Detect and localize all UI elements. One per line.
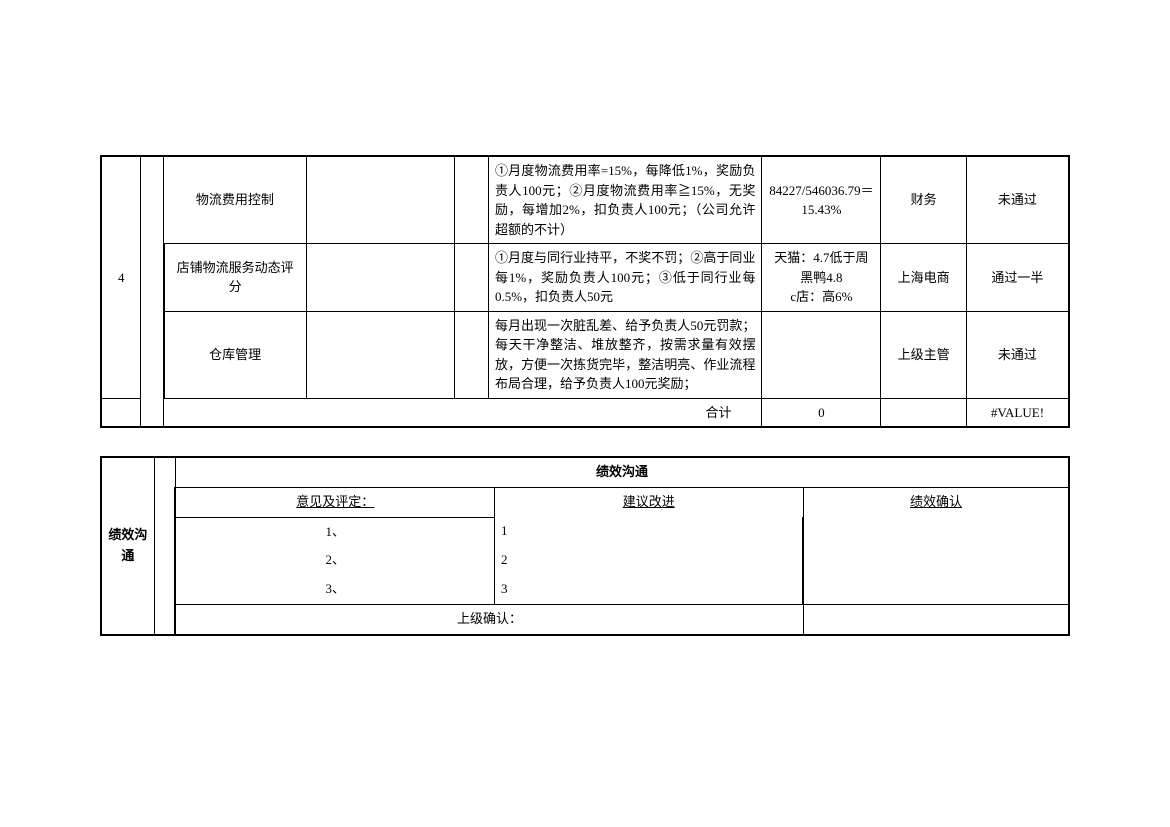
- empty-cell: [803, 604, 1069, 634]
- col-header: 建议改进: [495, 487, 803, 517]
- list-item: 2: [495, 546, 803, 575]
- department: 财务: [881, 156, 966, 244]
- section-header: 绩效沟通: [175, 457, 1069, 487]
- status: 通过一半: [966, 244, 1069, 312]
- list-item: 2、: [175, 546, 494, 575]
- confirm-label: 上级确认：: [175, 604, 803, 634]
- list-item: 1、: [175, 517, 494, 546]
- spacer: [154, 457, 175, 635]
- value: [762, 311, 881, 398]
- value: 84227/546036.79＝15.43%: [762, 156, 881, 244]
- item-name: 店铺物流服务动态评分: [164, 244, 306, 312]
- list-item: 3、: [175, 575, 494, 604]
- status: 未通过: [966, 311, 1069, 398]
- col-header-text: 绩效确认: [910, 494, 962, 509]
- empty-cell: [881, 398, 966, 427]
- department: 上级主管: [881, 311, 966, 398]
- spacer: [141, 156, 164, 398]
- empty-cell: [454, 156, 488, 244]
- spacer: [141, 398, 164, 427]
- description: 每月出现一次脏乱差、给予负责人50元罚款；每天干净整洁、堆放整齐，按需求量有效摆…: [488, 311, 762, 398]
- empty-cell: [306, 156, 454, 244]
- col-header-text: 建议改进: [623, 494, 675, 509]
- col-header: 意见及评定：: [175, 487, 494, 517]
- empty-cell: [101, 398, 141, 427]
- communication-table: 绩效沟通 绩效沟通 意见及评定： 建议改进 绩效确认 1、 1 2、 2 3、 …: [100, 456, 1070, 636]
- list-item: 1: [495, 517, 803, 546]
- item-name: 物流费用控制: [164, 156, 306, 244]
- description: ①月度物流费用率=15%，每降低1%，奖励负责人100元；②月度物流费用率≧15…: [488, 156, 762, 244]
- col-header-text: 意见及评定：: [296, 494, 374, 509]
- performance-table: 4 物流费用控制 ①月度物流费用率=15%，每降低1%，奖励负责人100元；②月…: [100, 155, 1070, 428]
- status: 未通过: [966, 156, 1069, 244]
- empty-cell: [306, 244, 454, 312]
- total-label: 合计: [164, 398, 762, 427]
- item-name: 仓库管理: [164, 311, 306, 398]
- department: 上海电商: [881, 244, 966, 312]
- value: 天猫：4.7低于周黑鸭4.8 c店：高6%: [762, 244, 881, 312]
- col-header: 绩效确认: [803, 487, 1069, 604]
- list-item: 3: [495, 575, 803, 604]
- row-number: 4: [101, 156, 141, 398]
- empty-cell: [454, 244, 488, 312]
- total-status: #VALUE!: [966, 398, 1069, 427]
- side-label: 绩效沟通: [101, 457, 154, 635]
- total-value: 0: [762, 398, 881, 427]
- empty-cell: [454, 311, 488, 398]
- empty-cell: [306, 311, 454, 398]
- spacer: [100, 428, 1070, 456]
- description: ①月度与同行业持平，不奖不罚；②高于同业每1%，奖励负责人100元；③低于同行业…: [488, 244, 762, 312]
